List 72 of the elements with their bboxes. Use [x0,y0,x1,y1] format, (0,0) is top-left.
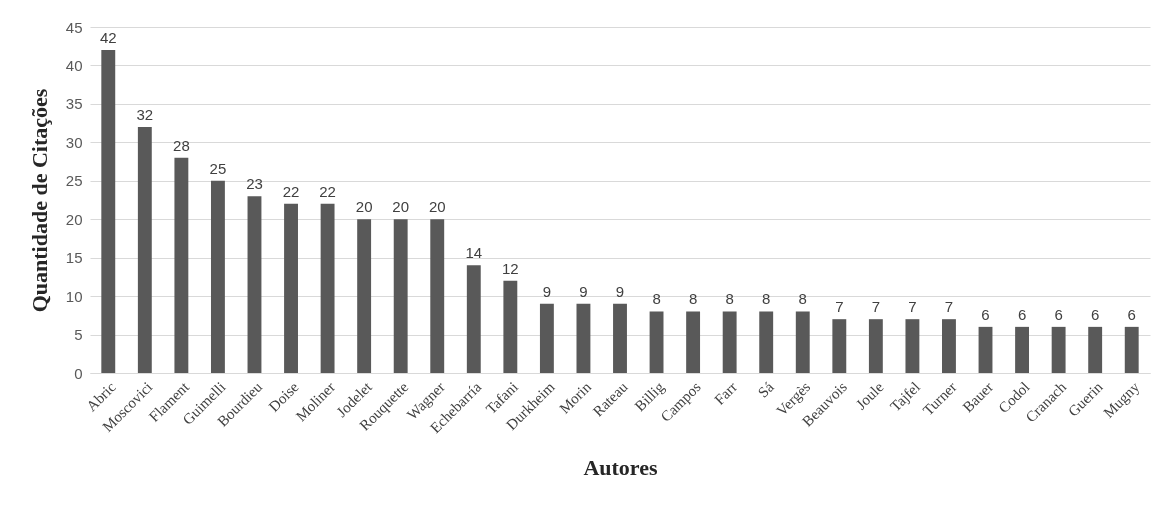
data-label: 8 [652,290,661,308]
bar [832,319,847,373]
data-label: 42 [99,29,117,47]
bar [430,219,445,373]
data-label: 6 [981,305,990,323]
y-tick-label: 0 [74,364,83,382]
data-label: 20 [355,198,373,216]
y-tick-label: 45 [65,18,83,36]
data-label: 9 [542,282,552,300]
bar [466,265,481,373]
bar [1015,326,1030,373]
data-label: 7 [871,298,881,316]
data-label: 7 [908,298,917,316]
data-label: 9 [579,282,588,300]
bar [247,196,262,373]
bar [613,303,627,373]
y-tick-label: 20 [65,210,83,228]
data-label: 8 [688,290,698,308]
bar [284,203,298,373]
data-label: 28 [173,136,190,154]
data-label: 14 [465,244,483,262]
bar [795,311,810,373]
bar [174,157,189,373]
bar [393,219,408,373]
bar [539,303,554,373]
bar [686,311,701,373]
data-label: 6 [1091,305,1100,323]
data-label: 8 [762,290,771,308]
bar [503,280,518,373]
x-axis-title: Autores [583,455,658,481]
bar [942,319,956,373]
bar [759,311,774,373]
bar [576,303,591,373]
data-label: 8 [725,290,734,308]
bar [1088,326,1103,373]
y-tick-label: 5 [74,326,83,344]
data-label: 7 [944,298,954,316]
y-tick-label: 15 [65,249,83,267]
y-tick-label: 35 [65,95,83,113]
data-label: 25 [209,159,227,177]
y-tick-label: 25 [65,172,83,190]
y-tick-label: 10 [65,287,83,305]
data-label: 23 [246,175,263,193]
data-label: 22 [282,182,300,200]
bar [905,319,920,373]
data-label: 22 [319,182,336,200]
data-label: 20 [428,198,446,216]
bar [1051,326,1066,373]
data-label: 7 [835,298,844,316]
y-tick-label: 40 [65,56,83,74]
y-axis-title: Quantidade de Citações [26,88,52,313]
x-tick-label: Farr [711,378,741,408]
bar [210,180,225,373]
y-tick-label: 30 [65,133,83,151]
bar [320,203,335,373]
data-label: 20 [392,198,410,216]
bar [722,311,737,373]
x-tick-label: Sá [754,378,778,401]
bar [649,311,664,373]
bar [868,319,883,373]
data-label: 9 [615,282,625,300]
data-label: 6 [1127,305,1136,323]
bar [137,126,152,373]
bar [101,50,116,373]
data-label: 6 [1017,305,1027,323]
bar [978,326,993,373]
data-label: 6 [1054,305,1063,323]
data-label: 32 [136,105,154,123]
bar [1124,326,1139,373]
data-label: 12 [502,259,519,277]
data-label: 8 [798,290,807,308]
bar [357,219,372,373]
